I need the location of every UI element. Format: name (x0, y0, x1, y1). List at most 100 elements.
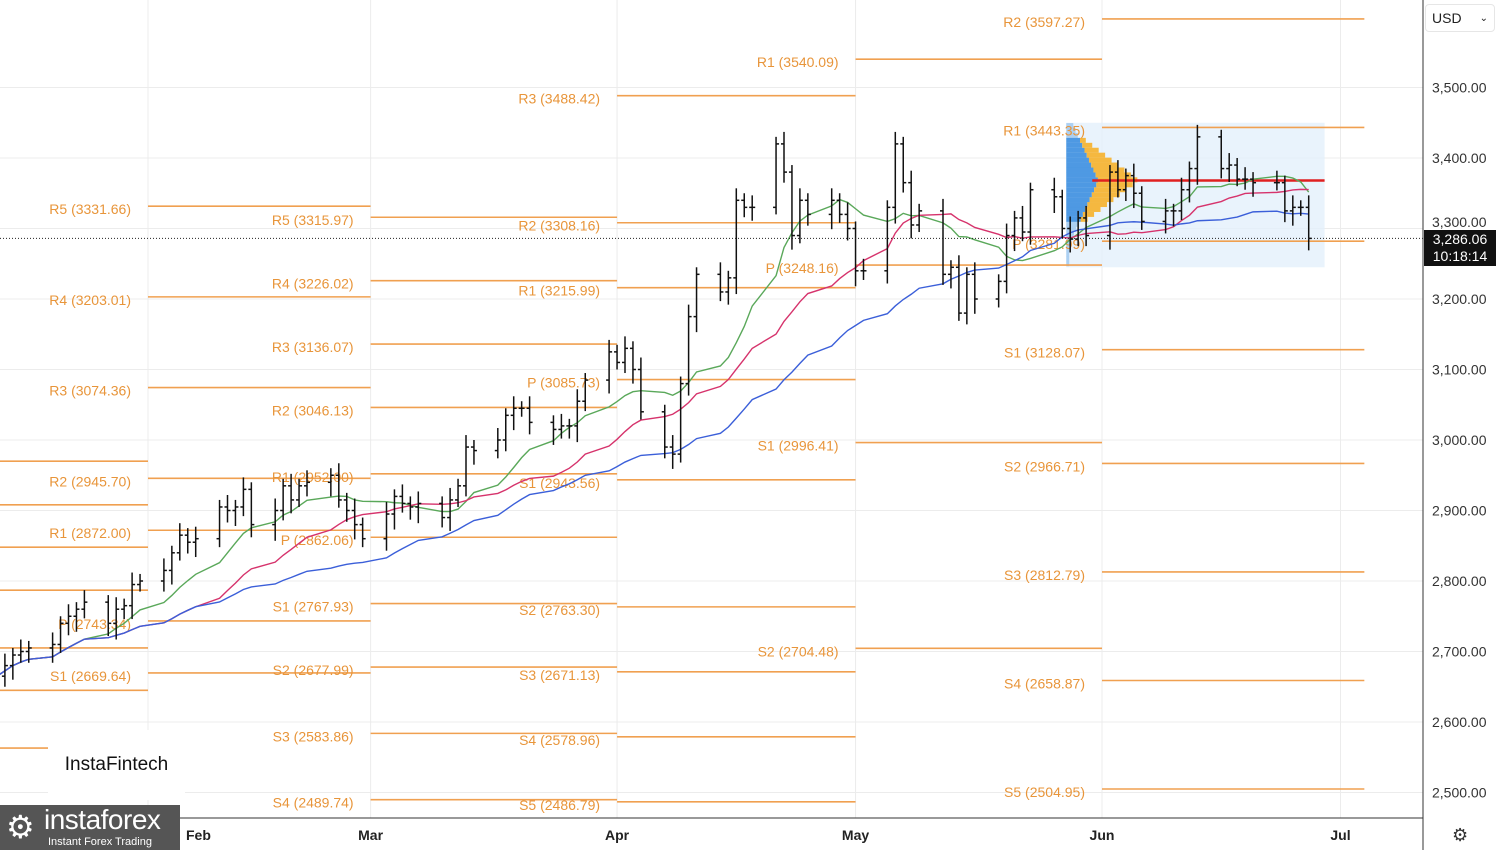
profile-bar-blue (1066, 137, 1081, 143)
ohlc-bar (1019, 205, 1026, 242)
pivot-label-r4: R4 (3226.02) (272, 276, 354, 292)
ohlc-bar (470, 440, 477, 465)
pivot-label-r2: R2 (3597.27) (1003, 14, 1085, 30)
ohlc-bar (105, 595, 112, 636)
y-tick-label: 2,600.00 (1432, 714, 1487, 730)
ohlc-bar (272, 498, 279, 541)
pivot-label-s5: S5 (2486.79) (519, 797, 600, 813)
ohlc-bar (661, 404, 668, 459)
profile-bar-blue (1066, 202, 1088, 208)
ohlc-bar (1067, 216, 1074, 253)
ohlc-bar (788, 165, 795, 250)
ohlc-bar (168, 545, 175, 585)
instaforex-logo: ⚙ instaforex Instant Forex Trading (0, 805, 180, 850)
ohlc-bar (1194, 124, 1201, 185)
ohlc-bar (17, 639, 24, 663)
ohlc-bar (129, 572, 136, 620)
ohlc-bar (916, 203, 923, 233)
ohlc-bar (49, 632, 56, 663)
currency-select[interactable]: USD ⌄ (1425, 4, 1495, 32)
ohlc-bar (1281, 175, 1288, 223)
ohlc-bar (1083, 205, 1090, 247)
ohlc-bar (184, 528, 191, 554)
instaforex-tagline: Instant Forex Trading (48, 836, 152, 848)
ohlc-bar (1011, 210, 1018, 252)
pivot-label-s2: S2 (2677.99) (273, 662, 354, 678)
ohlc-bar (1051, 177, 1058, 213)
y-tick-label: 2,800.00 (1432, 573, 1487, 589)
profile-bar-orange (1080, 216, 1088, 222)
profile-bar-blue (1066, 221, 1079, 227)
ohlc-bar (57, 616, 64, 653)
profile-bar-orange (1089, 197, 1114, 203)
x-tick-label-mar: Mar (358, 827, 383, 843)
x-tick-label-jul: Jul (1330, 827, 1350, 843)
ohlc-bar (550, 415, 557, 445)
ohlc-bar (717, 262, 724, 302)
ohlc-bar (1122, 168, 1129, 202)
profile-bar-orange (1084, 147, 1099, 153)
ohlc-bar (399, 484, 406, 513)
pivot-label-s4: S4 (2489.74) (273, 795, 354, 811)
profile-bar-blue (1066, 236, 1072, 242)
y-tick-label: 3,100.00 (1432, 362, 1487, 378)
ohlc-bar (892, 131, 899, 224)
ohlc-bar (391, 489, 398, 530)
ohlc-bar (622, 336, 628, 374)
pivot-label-p: P (3248.16) (766, 260, 839, 276)
pivot-levels: R5 (3331.66) R4 (3203.01) R3 (3074.36) R2 (… (0, 14, 1365, 813)
ohlc-bar (137, 573, 144, 592)
ohlc-bar (383, 502, 390, 551)
ohlc-bar (693, 267, 700, 333)
ohlc-bar (1, 653, 8, 687)
ohlc-bar (947, 260, 954, 289)
instafintech-text: InstaFintech (64, 754, 169, 775)
ohlc-bar (407, 496, 414, 520)
ohlc-bar (240, 477, 247, 517)
pivot-label-s4: S4 (2578.96) (519, 732, 600, 748)
y-tick-label: 3,500.00 (1432, 80, 1487, 96)
pivot-label-s1: S1 (3128.07) (1004, 345, 1085, 361)
ohlc-bar (463, 435, 469, 497)
profile-bar-blue (1066, 206, 1086, 212)
pivot-label-r1: R1 (3215.99) (518, 283, 600, 299)
profile-bar-blue (1066, 147, 1085, 153)
ohlc-bar (1003, 223, 1010, 294)
ohlc-bar (518, 401, 525, 417)
y-tick-label: 3,000.00 (1432, 432, 1487, 448)
profile-bar-orange (1093, 167, 1125, 173)
y-tick-label: 3,200.00 (1432, 291, 1487, 307)
x-tick-label-feb: Feb (186, 827, 211, 843)
pivot-label-r4: R4 (3203.01) (49, 292, 131, 308)
pivot-label-s2: S2 (2763.30) (519, 602, 600, 618)
ohlc-bar (1162, 198, 1169, 234)
ohlc-bar (1106, 165, 1113, 250)
profile-bar-blue (1066, 226, 1077, 232)
ohlc-bar (248, 482, 255, 538)
pivot-label-r5: R5 (3315.97) (272, 212, 354, 228)
gear-icon[interactable]: ⚙ (1452, 825, 1469, 845)
ohlc-bar (327, 468, 334, 497)
ohlc-bar (526, 396, 533, 435)
ohlc-bar (502, 408, 509, 452)
profile-bar-orange (1096, 182, 1133, 188)
ohlc-bar (1186, 161, 1193, 203)
ohlc-bar (9, 647, 16, 680)
ohlc-bar (304, 470, 310, 497)
pivot-label-s4: S4 (2658.87) (1004, 675, 1085, 691)
ohlc-bar (65, 604, 72, 636)
ohlc-bar (733, 188, 740, 295)
pivot-label-s1: S1 (2767.93) (273, 599, 354, 615)
profile-bar-blue (1066, 241, 1070, 247)
chevron-down-icon: ⌄ (1479, 12, 1488, 24)
current-price: 3,286.06 (1432, 231, 1488, 247)
ohlc-bar (1059, 189, 1066, 239)
ohlc-bar (160, 558, 167, 592)
ohlc-bars (1, 124, 1312, 687)
ohlc-bar (1273, 170, 1280, 191)
ohlc-bar (637, 357, 644, 420)
ohlc-bar (1027, 182, 1034, 245)
pivot-label-s3: S3 (2583.86) (273, 728, 354, 744)
ohlc-bar (351, 498, 358, 540)
